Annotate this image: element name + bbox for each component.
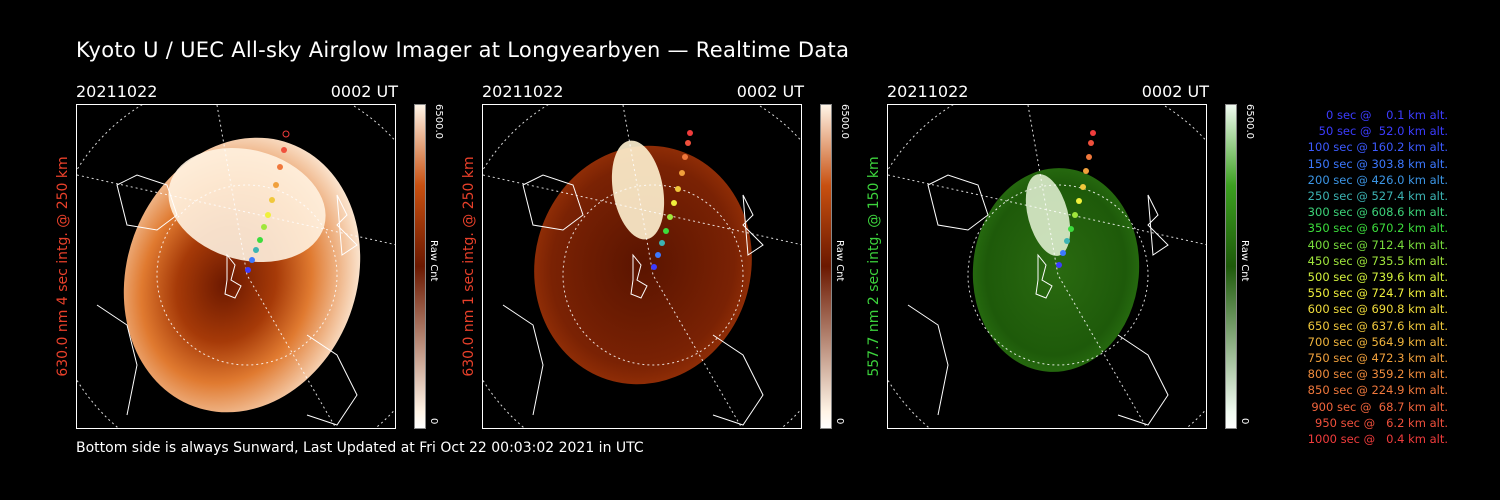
legend-row: 1000 sec @ 0.4 km alt. [1307,432,1448,447]
legend-row: 250 sec @ 527.4 km alt. [1304,189,1448,204]
panel-3-image[interactable] [887,104,1207,429]
panel-3-date: 20211022 [887,82,969,101]
panel-2-cbar-max: 6500.0 [839,104,850,139]
panel-1-ylabel: 630.0 nm 4 sec intg. @ 250 km [55,156,71,377]
panel-3-ylabel: 557.7 nm 2 sec intg. @ 150 km [866,156,882,377]
trajectory [1056,130,1096,268]
airglow-image [534,145,752,385]
legend-row: 0 sec @ 0.1 km alt. [1315,108,1448,122]
grid-lines [77,105,395,428]
panel-3-time: 0002 UT [1141,82,1209,101]
legend-row: 400 sec @ 712.4 km alt. [1304,237,1448,252]
panel-2-image[interactable] [482,104,802,429]
legend-row: 500 sec @ 739.6 km alt. [1304,270,1448,285]
panel-1-image[interactable] [76,104,396,429]
panel-2-date: 20211022 [482,82,564,101]
panel-2-ylabel: 630.0 nm 1 sec intg. @ 250 km [461,156,477,377]
legend-row: 450 sec @ 735.5 km alt. [1304,253,1448,268]
legend-row: 300 sec @ 608.6 km alt. [1304,205,1448,220]
airglow-image [972,168,1140,372]
panel-3-cbar-unit: Raw Cnt [1239,240,1250,282]
panel-2-cbar-unit: Raw Cnt [834,240,845,282]
legend-row: 800 sec @ 359.2 km alt. [1304,367,1448,382]
airglow-map-2 [483,105,801,428]
panel-2-time: 0002 UT [736,82,804,101]
panel-1-date: 20211022 [76,82,158,101]
bright-region [1025,174,1071,256]
grid-lines [888,105,1206,428]
coastlines [96,174,358,426]
trajectory [245,130,290,273]
panel-1-cbar-max: 6500.0 [433,104,444,139]
legend-row: 950 sec @ 6.2 km alt. [1311,415,1448,430]
coastlines [502,174,764,426]
panel-2-colorbar [820,104,832,429]
panel-3-cbar-min: 0 [1239,418,1250,425]
legend-row: 350 sec @ 670.2 km alt. [1304,221,1448,236]
trajectory [651,130,693,270]
legend-row: 650 sec @ 637.6 km alt. [1304,318,1448,333]
panel-2-cbar-min: 0 [834,418,845,425]
bright-region [168,147,326,263]
legend-row: 900 sec @ 68.7 km alt. [1307,399,1448,414]
legend-row: 600 sec @ 690.8 km alt. [1304,302,1448,317]
airglow-map-3 [888,105,1206,428]
legend-row: 550 sec @ 724.7 km alt. [1304,286,1448,301]
footer-note: Bottom side is always Sunward, Last Upda… [76,440,644,456]
trajectory-legend: 0 sec @ 0.1 km alt. 50 sec @ 52.0 km alt… [1268,107,1448,447]
coastlines [907,174,1169,426]
panel-3-colorbar [1225,104,1237,429]
airglow-map-1 [77,105,395,428]
legend-row: 200 sec @ 426.0 km alt. [1304,172,1448,187]
page-title: Kyoto U / UEC All-sky Airglow Imager at … [76,38,850,62]
panel-3-cbar-max: 6500.0 [1244,104,1255,139]
legend-row: 750 sec @ 472.3 km alt. [1304,351,1448,366]
panel-1-time: 0002 UT [330,82,398,101]
legend-row: 100 sec @ 160.2 km alt. [1304,140,1448,155]
legend-row: 50 sec @ 52.0 km alt. [1311,124,1448,139]
legend-row: 850 sec @ 224.9 km alt. [1304,383,1448,398]
legend-row: 150 sec @ 303.8 km alt. [1304,156,1448,171]
panel-1-cbar-unit: Raw Cnt [428,240,439,282]
legend-row: 700 sec @ 564.9 km alt. [1304,334,1448,349]
panel-1-cbar-min: 0 [428,418,439,425]
panel-1-colorbar [414,104,426,429]
grid-lines [483,105,801,428]
